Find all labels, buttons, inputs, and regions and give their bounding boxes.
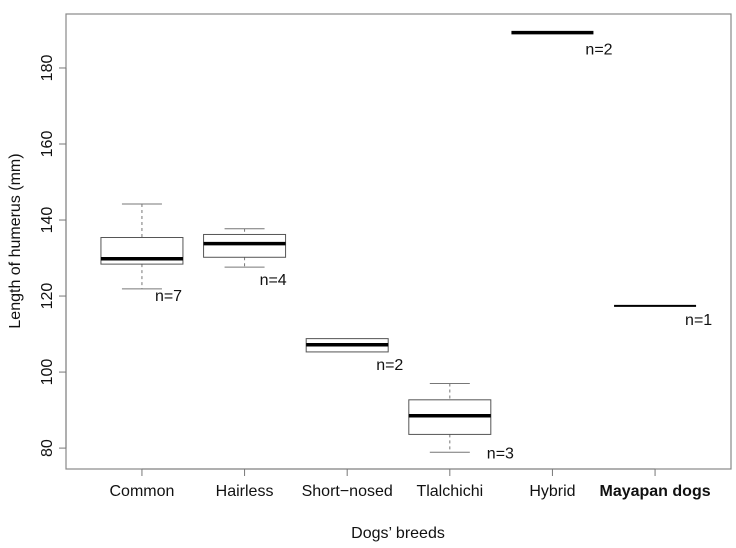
box-hairless: n=4 — [203, 228, 287, 289]
x-axis: Common Hairless Short−nosed Tlalchichi Hybri… — [109, 468, 711, 500]
y-tick-label: 120 — [39, 283, 56, 310]
x-axis-label: Dogs’ breeds — [351, 525, 445, 542]
box-mayapan-dogs: n=1 — [614, 304, 712, 329]
y-tick-label: 160 — [39, 131, 56, 158]
y-tick-label: 100 — [39, 359, 56, 386]
x-tick-label: Common — [109, 483, 174, 500]
box-tlalchichi: n=3 — [408, 382, 514, 462]
y-axis-label: Length of humerus (mm) — [7, 153, 24, 328]
sample-size-label: n=1 — [685, 312, 712, 329]
x-tick-label: Hairless — [216, 483, 274, 500]
y-axis: 80 100 120 140 160 180 — [39, 55, 67, 457]
y-tick-label: 80 — [39, 439, 56, 457]
box-common: n=7 — [100, 203, 184, 305]
x-tick-label: Short−nosed — [302, 483, 393, 500]
x-tick-label: Mayapan dogs — [599, 483, 710, 500]
sample-size-label: n=3 — [487, 445, 514, 462]
y-tick-label: 180 — [39, 55, 56, 82]
sample-size-label: n=2 — [376, 357, 403, 374]
sample-size-label: n=4 — [260, 272, 287, 289]
y-tick-label: 140 — [39, 207, 56, 234]
sample-size-label: n=2 — [585, 42, 612, 59]
x-tick-label: Tlalchichi — [416, 483, 483, 500]
box-iqr — [203, 233, 287, 258]
x-tick-label: Hybrid — [529, 483, 575, 500]
sample-size-label: n=7 — [155, 288, 182, 305]
boxes: n=7 n=4 n=2 n=3 n=2 n=1 — [100, 30, 712, 462]
box-short-nosed: n=2 — [305, 338, 403, 374]
box-hybrid: n=2 — [511, 30, 613, 59]
